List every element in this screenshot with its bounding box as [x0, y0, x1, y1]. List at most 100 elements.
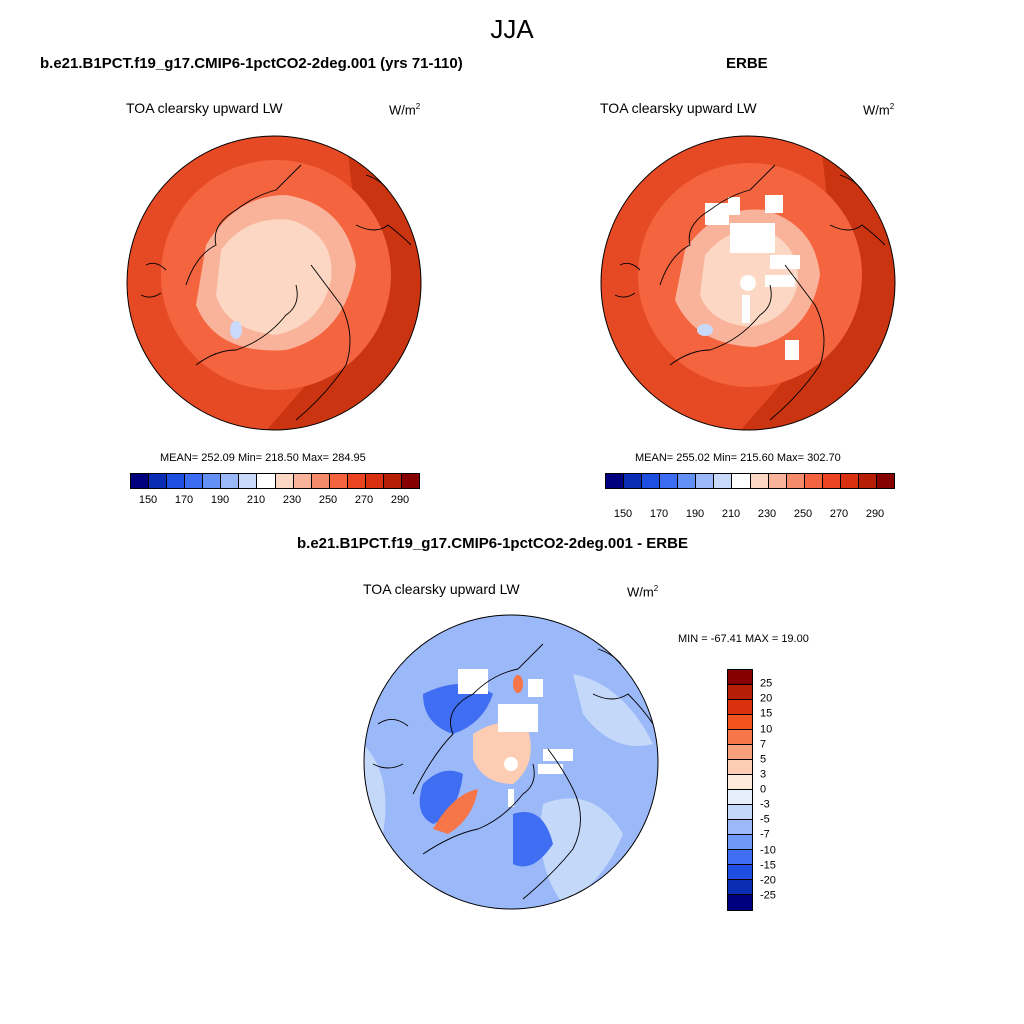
- right-units: W/m2: [863, 102, 895, 118]
- colorbar-swatch: [728, 670, 752, 685]
- diff-case-title: b.e21.B1PCT.f19_g17.CMIP6-1pctCO2-2deg.0…: [297, 535, 688, 552]
- colorbar-swatch: [876, 474, 894, 488]
- colorbar-swatch: [728, 850, 752, 865]
- right-colorbar: [605, 473, 895, 489]
- colorbar-tick-label: 7: [760, 738, 767, 751]
- colorbar-swatch: [606, 474, 625, 488]
- colorbar-tick-label: -10: [760, 844, 776, 856]
- colorbar-swatch: [131, 474, 150, 488]
- colorbar-tick-label: 210: [721, 508, 741, 520]
- diff-colorbar-labels: 25 20 15 10 7 5 3 0 -3 -5 -7 -10 -15 -20 -25: [760, 669, 800, 911]
- colorbar-swatch: [728, 700, 752, 715]
- colorbar-tick-label: 290: [390, 494, 410, 506]
- figure-title: JJA: [490, 14, 534, 44]
- diff-stats: MIN = -67.41 MAX = 19.00: [678, 633, 809, 645]
- colorbar-swatch: [728, 880, 752, 895]
- colorbar-swatch: [728, 820, 752, 835]
- colorbar-swatch: [239, 474, 258, 488]
- colorbar-swatch: [329, 474, 348, 488]
- colorbar-tick-label: -3: [760, 798, 770, 811]
- colorbar-swatch: [347, 474, 366, 488]
- colorbar-swatch: [167, 474, 186, 488]
- colorbar-tick-label: 25: [760, 677, 773, 690]
- colorbar-swatch: [624, 474, 643, 488]
- colorbar-swatch: [365, 474, 384, 488]
- colorbar-tick-label: 150: [613, 508, 633, 520]
- colorbar-tick-label: -5: [760, 813, 770, 826]
- colorbar-swatch: [660, 474, 679, 488]
- colorbar-swatch: [786, 474, 805, 488]
- colorbar-swatch: [311, 474, 330, 488]
- colorbar-swatch: [728, 715, 752, 730]
- colorbar-swatch: [221, 474, 240, 488]
- colorbar-tick-label: 230: [757, 508, 777, 520]
- colorbar-tick-label: -20: [760, 874, 776, 887]
- colorbar-swatch: [822, 474, 841, 488]
- colorbar-tick-label: 250: [318, 494, 338, 506]
- colorbar-swatch: [840, 474, 859, 488]
- left-case-title: b.e21.B1PCT.f19_g17.CMIP6-1pctCO2-2deg.0…: [40, 55, 463, 72]
- colorbar-swatch: [750, 474, 769, 488]
- colorbar-tick-label: 20: [760, 692, 773, 705]
- colorbar-tick-label: 190: [685, 508, 705, 520]
- colorbar-swatch: [696, 474, 715, 488]
- colorbar-tick-label: 170: [649, 508, 669, 520]
- colorbar-swatch: [728, 760, 752, 775]
- colorbar-swatch: [732, 474, 751, 488]
- right-polar-map: [600, 135, 896, 431]
- colorbar-swatch: [714, 474, 733, 488]
- colorbar-swatch: [728, 790, 752, 805]
- diff-units: W/m2: [627, 584, 659, 600]
- colorbar-tick-label: 150: [138, 494, 158, 506]
- colorbar-swatch: [275, 474, 294, 488]
- colorbar-tick-label: 170: [174, 494, 194, 506]
- colorbar-swatch: [768, 474, 787, 488]
- right-stats: MEAN= 255.02 Min= 215.60 Max= 302.70: [635, 452, 841, 464]
- colorbar-tick-label: 270: [354, 494, 374, 506]
- colorbar-swatch: [383, 474, 402, 488]
- colorbar-tick-label: -25: [760, 889, 776, 902]
- colorbar-swatch: [728, 865, 752, 880]
- colorbar-swatch: [728, 685, 752, 700]
- colorbar-tick-label: 5: [760, 753, 767, 766]
- left-stats: MEAN= 252.09 Min= 218.50 Max= 284.95: [160, 452, 366, 464]
- diff-field-title: TOA clearsky upward LW: [363, 581, 520, 597]
- colorbar-tick-label: -7: [760, 828, 770, 841]
- colorbar-swatch: [678, 474, 697, 488]
- left-colorbar: [130, 473, 420, 489]
- colorbar-tick-label: 230: [282, 494, 302, 506]
- colorbar-swatch: [203, 474, 222, 488]
- right-case-title: ERBE: [726, 55, 768, 72]
- colorbar-tick-label: -15: [760, 859, 776, 872]
- left-colorbar-ticks: 150 170 190 210 230 250 270 290: [130, 494, 418, 508]
- colorbar-tick-label: 10: [760, 723, 773, 735]
- colorbar-swatch: [401, 474, 419, 488]
- right-colorbar-ticks: 150 170 190 210 230 250 270 290: [605, 508, 893, 522]
- colorbar-swatch: [728, 835, 752, 850]
- colorbar-swatch: [257, 474, 276, 488]
- right-field-title: TOA clearsky upward LW: [600, 100, 757, 116]
- colorbar-swatch: [293, 474, 312, 488]
- colorbar-swatch: [728, 730, 752, 745]
- colorbar-tick-label: 190: [210, 494, 230, 506]
- colorbar-swatch: [728, 745, 752, 760]
- left-units: W/m2: [389, 102, 421, 118]
- colorbar-tick-label: 3: [760, 768, 767, 781]
- colorbar-swatch: [858, 474, 877, 488]
- colorbar-tick-label: 210: [246, 494, 266, 506]
- colorbar-swatch: [728, 805, 752, 820]
- colorbar-tick-label: 290: [865, 508, 885, 520]
- colorbar-swatch: [642, 474, 661, 488]
- left-field-title: TOA clearsky upward LW: [126, 100, 283, 116]
- diff-polar-map: [363, 614, 659, 910]
- colorbar-swatch: [149, 474, 168, 488]
- colorbar-swatch: [728, 895, 752, 910]
- colorbar-swatch: [185, 474, 204, 488]
- colorbar-tick-label: 270: [829, 508, 849, 520]
- colorbar-swatch: [728, 775, 752, 790]
- colorbar-tick-label: 15: [760, 707, 773, 720]
- colorbar-tick-label: 0: [760, 783, 767, 796]
- colorbar-swatch: [804, 474, 823, 488]
- diff-colorbar: [727, 669, 753, 911]
- colorbar-tick-label: 250: [793, 508, 813, 520]
